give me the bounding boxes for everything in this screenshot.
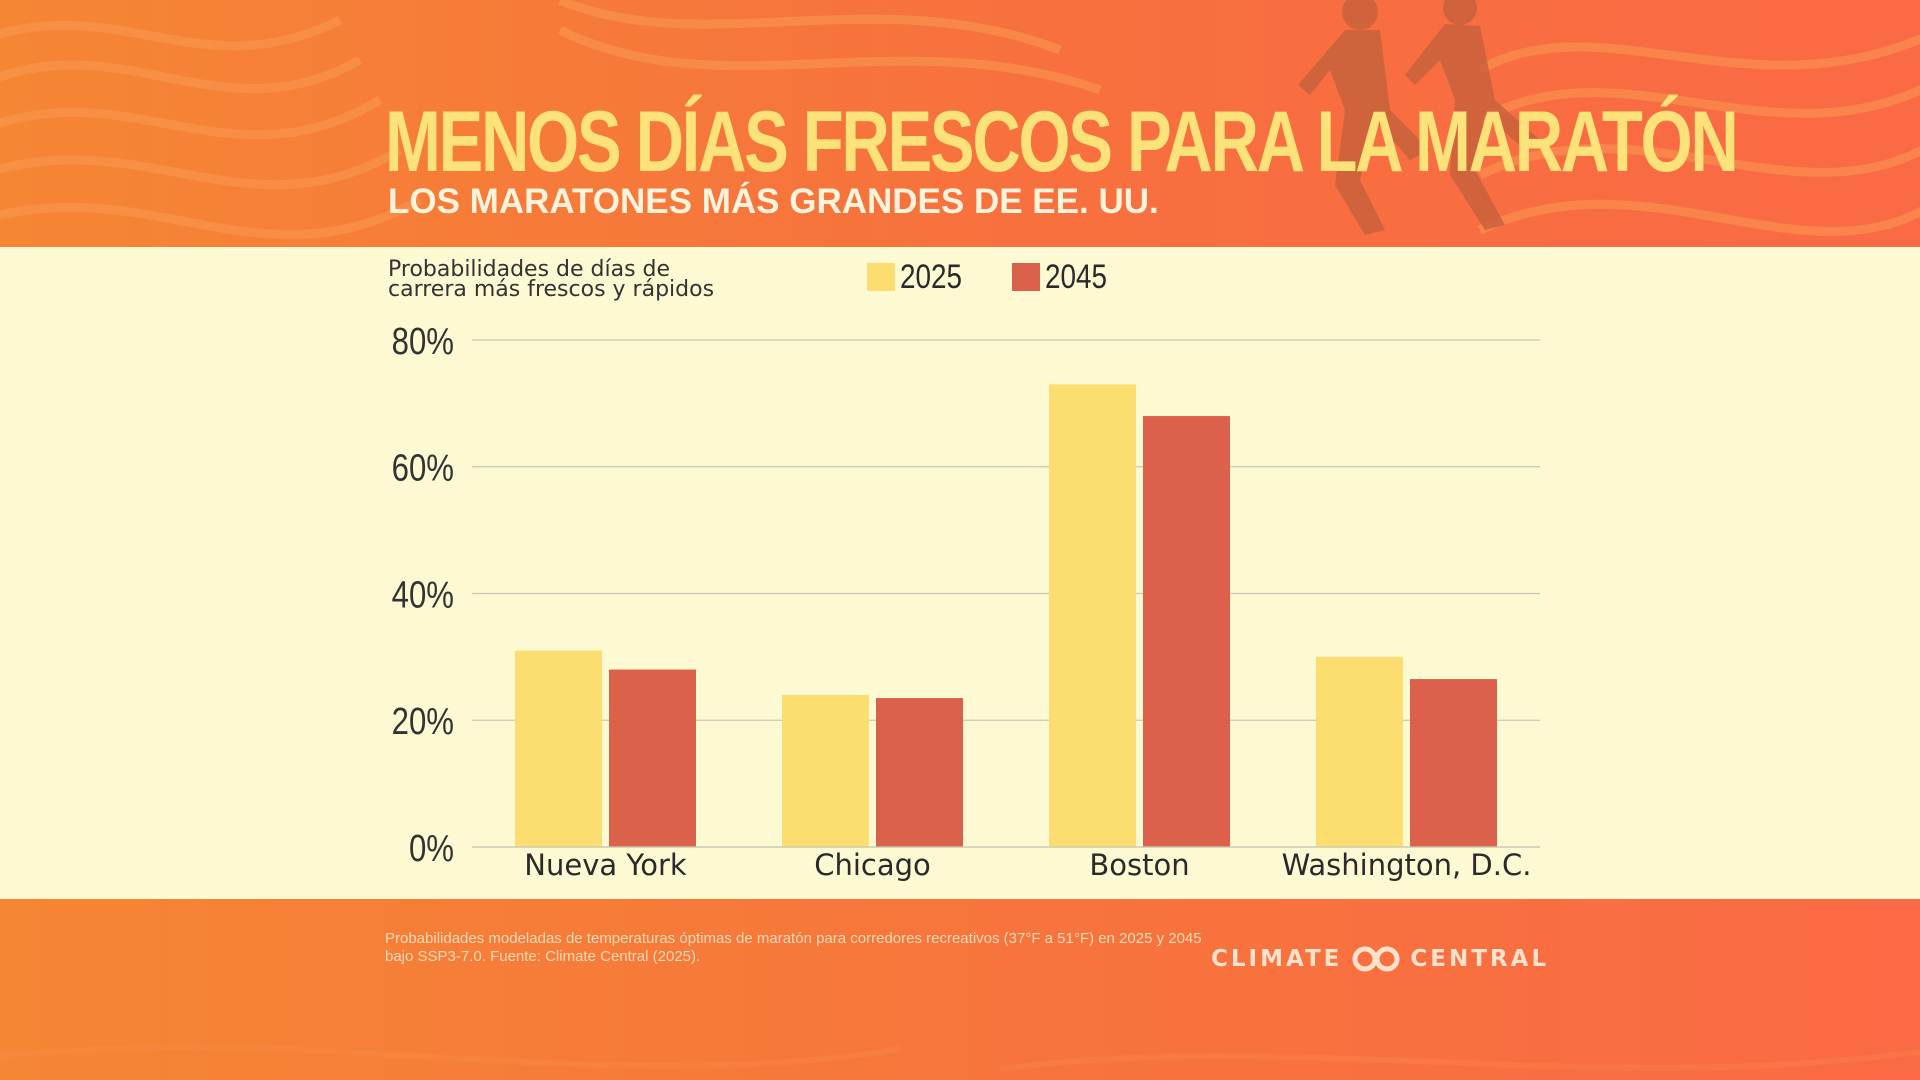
- runners-silhouette: [1298, 0, 1540, 235]
- bar: [1316, 656, 1403, 847]
- footer-banner: Probabilidades modeladas de temperaturas…: [0, 899, 1920, 1080]
- x-tick-label: Washington, D.C.: [1282, 848, 1532, 882]
- chart-subtitle: LOS MARATONES MÁS GRANDES DE EE. UU.: [388, 182, 1159, 221]
- bar: [782, 694, 869, 847]
- bar: [1143, 416, 1230, 847]
- bar: [1049, 384, 1136, 847]
- x-tick-label: Boston: [1089, 848, 1189, 882]
- y-tick-label: 20%: [392, 701, 454, 743]
- decorative-waves: [0, 0, 1920, 240]
- footer-decoration: [0, 1044, 1920, 1072]
- logo-word-central: CENTRAL: [1410, 946, 1550, 972]
- climate-central-logo: CLIMATE CENTRAL: [1211, 946, 1549, 972]
- logo-rings-icon: [1352, 946, 1400, 972]
- x-tick-label: Chicago: [814, 848, 931, 882]
- footnote: Probabilidades modeladas de temperaturas…: [385, 930, 1202, 965]
- x-tick-label: Nueva York: [524, 848, 687, 882]
- header-banner: MENOS DÍAS FRESCOS PARA LA MARATÓN LOS M…: [0, 0, 1920, 247]
- legend-swatch-2045: [1011, 263, 1040, 291]
- legend-label-2045: 2045: [1044, 258, 1107, 296]
- chart-area: Probabilidades de días de carrera más fr…: [0, 247, 1920, 899]
- y-axis-label-line-1: Probabilidades de días de: [388, 257, 671, 282]
- legend-item-2045: 2045: [1011, 258, 1121, 296]
- y-tick-label: 60%: [392, 448, 454, 490]
- legend-swatch-2025: [867, 263, 895, 291]
- bar: [876, 698, 963, 847]
- bar-chart: 0% 20% 40% 60% 80% Nueva York Chicago Boston Was…: [392, 321, 1540, 882]
- legend: 2025 2045: [867, 260, 1156, 294]
- legend-item-2025: 2025: [867, 260, 976, 294]
- bar: [609, 669, 696, 847]
- bar: [515, 650, 602, 847]
- logo-word-climate: CLIMATE: [1211, 946, 1343, 972]
- bar: [1410, 679, 1497, 847]
- chart-title: MENOS DÍAS FRESCOS PARA LA MARATÓN: [385, 94, 1739, 190]
- y-axis-label-line-2: carrera más frescos y rápidos: [388, 277, 715, 302]
- y-tick-label: 40%: [392, 575, 454, 617]
- y-tick-label: 0%: [409, 828, 454, 870]
- legend-label-2025: 2025: [900, 258, 963, 296]
- y-tick-label: 80%: [392, 321, 454, 363]
